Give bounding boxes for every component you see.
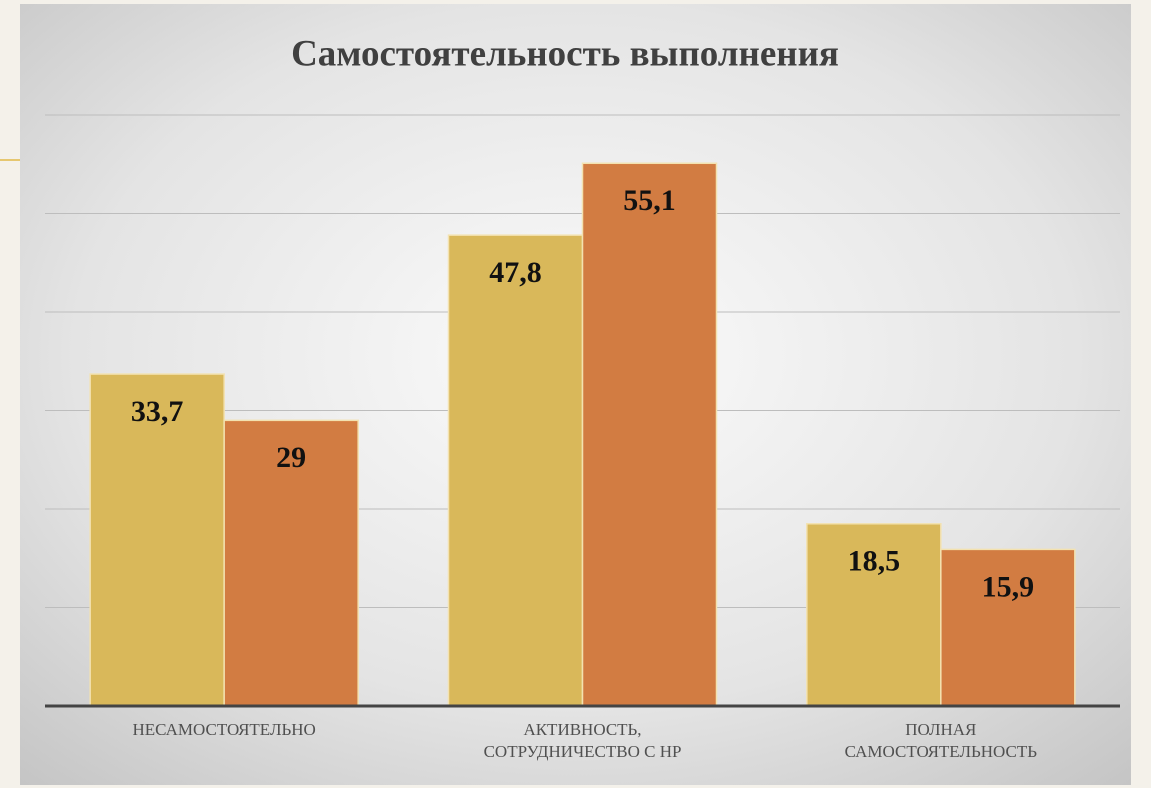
x-tick-label: АКТИВНОСТЬ, СОТРУДНИЧЕСТВО С НР — [483, 720, 682, 761]
bar — [223, 419, 359, 707]
bar — [89, 373, 225, 707]
value-label: 33,7 — [131, 395, 184, 428]
bar — [940, 548, 1076, 707]
value-label: 47,8 — [489, 256, 542, 289]
value-label: 29 — [276, 441, 306, 474]
chart-title: Самостоятельность выполнения — [291, 33, 839, 74]
value-label: 18,5 — [848, 545, 901, 578]
bar — [581, 162, 718, 707]
x-tick-label: ПОЛНАЯ САМОСТОЯТЕЛЬНОСТЬ — [844, 720, 1037, 761]
value-label: 55,1 — [623, 184, 676, 217]
bar — [447, 234, 584, 707]
x-tick-label: НЕСАМОСТОЯТЕЛЬНО — [132, 720, 316, 739]
value-label: 15,9 — [982, 570, 1035, 603]
bar — [806, 523, 942, 707]
